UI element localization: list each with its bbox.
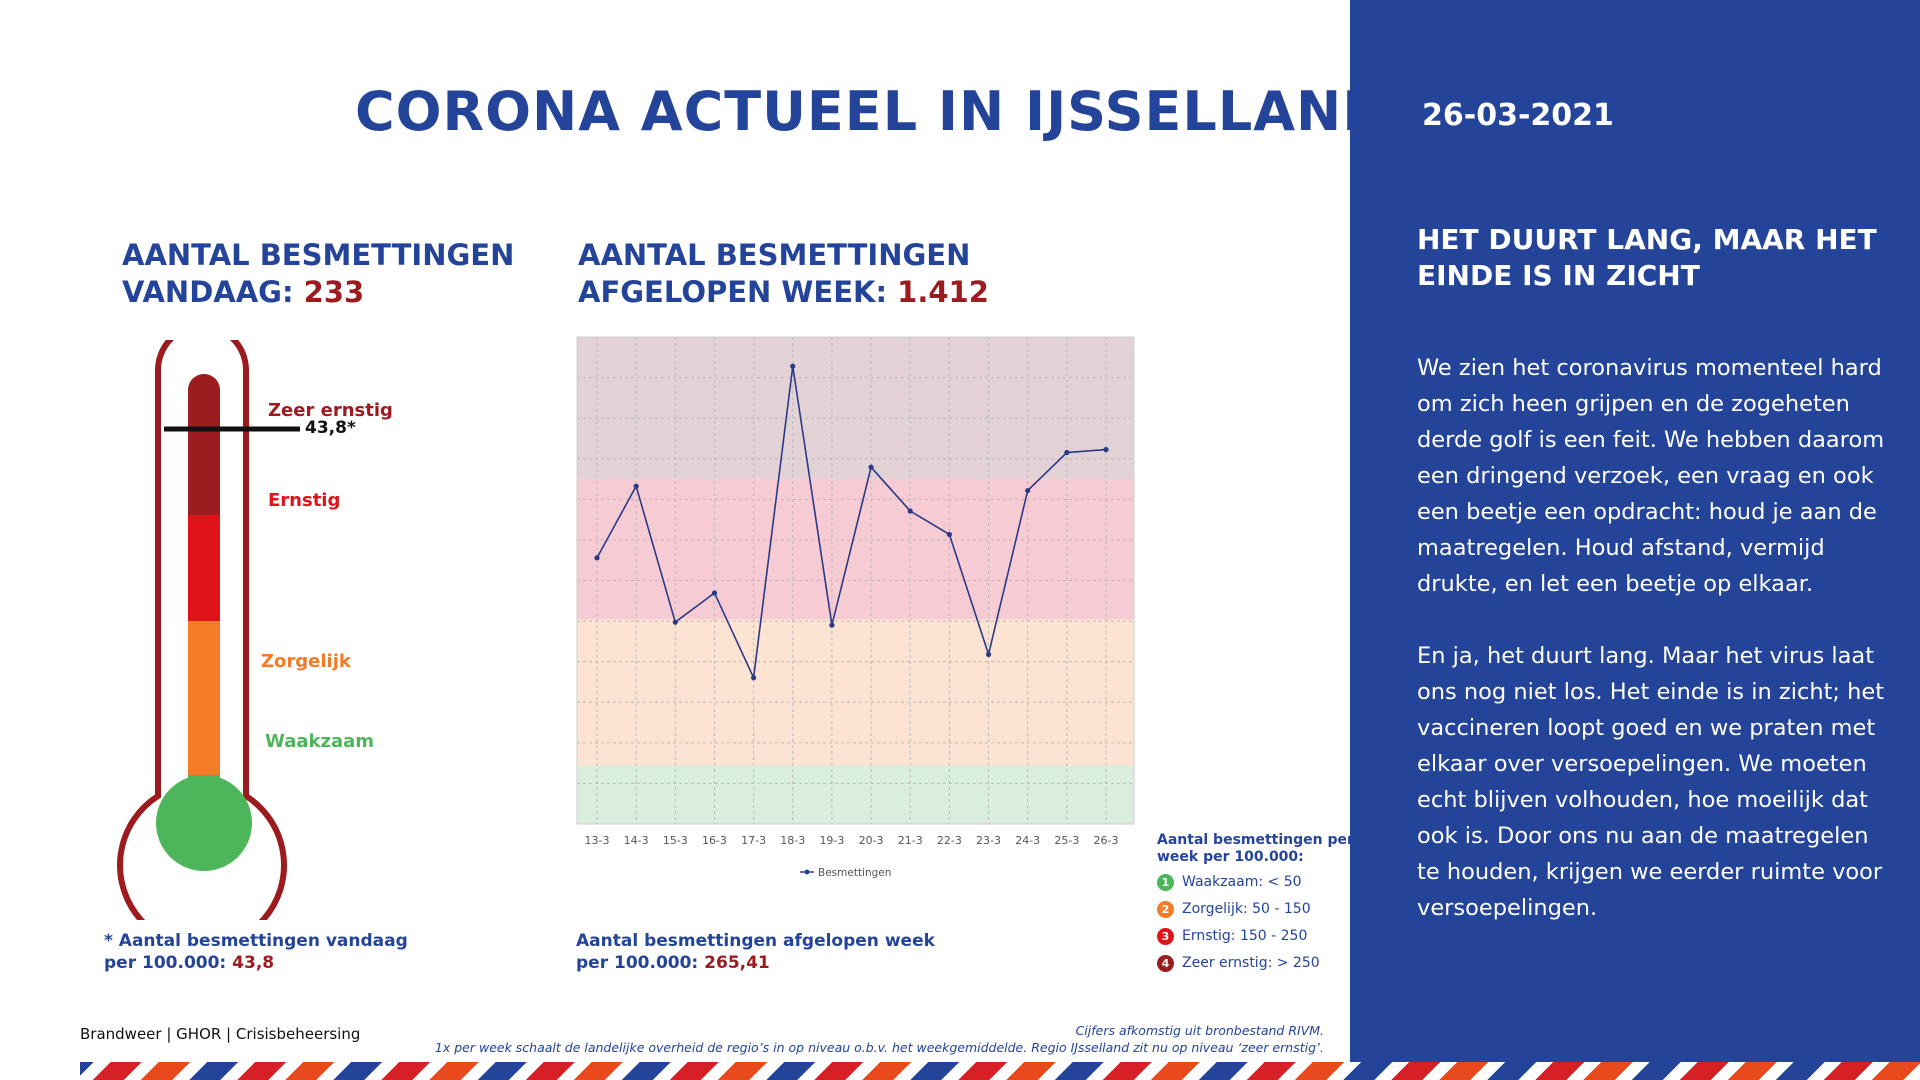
chart-frame bbox=[576, 336, 1135, 825]
thermo-segment-zeer-ernstig bbox=[188, 392, 220, 515]
thermo-segment-zorgelijk bbox=[188, 621, 220, 775]
thermo-label-waakzaam: Waakzaam bbox=[265, 731, 375, 752]
chart-band-1 bbox=[577, 619, 1134, 766]
today-heading-prefix: VANDAAG: bbox=[122, 275, 304, 309]
chart-x-tick-label: 13-3 bbox=[585, 834, 610, 847]
chart-point-20-3 bbox=[868, 464, 874, 470]
today-heading-line2: VANDAAG: 233 bbox=[122, 274, 514, 311]
decorative-stripe bbox=[0, 1062, 1920, 1080]
chart-point-13-3 bbox=[594, 555, 600, 561]
week-heading-line2: AFGELOPEN WEEK: 1.412 bbox=[578, 274, 989, 311]
chart-legend-label: Besmettingen bbox=[818, 867, 891, 879]
side-body: We zien het coronavirus momenteel hard o… bbox=[1417, 350, 1887, 962]
footnote-week-line2: per 100.000: 265,41 bbox=[576, 952, 935, 974]
chart-point-19-3 bbox=[829, 622, 835, 628]
footnote-today-prefix: per 100.000: bbox=[104, 953, 233, 973]
decorative-stripe-mask bbox=[0, 1062, 80, 1080]
chart-x-tick-label: 20-3 bbox=[859, 834, 884, 847]
chart-band-0 bbox=[577, 765, 1134, 824]
week-value: 1.412 bbox=[897, 275, 989, 309]
chart-band-2 bbox=[577, 478, 1134, 620]
side-paragraph-2: En ja, het duurt lang. Maar het virus la… bbox=[1417, 643, 1885, 921]
chart-point-21-3 bbox=[907, 508, 913, 514]
footnote-week: Aantal besmettingen afgelopen week per 1… bbox=[576, 930, 935, 974]
today-heading-line1: AANTAL BESMETTINGEN bbox=[122, 238, 515, 272]
chart-x-tick-label: 15-3 bbox=[663, 834, 688, 847]
footnote-week-line1: Aantal besmettingen afgelopen week bbox=[576, 931, 935, 951]
thermo-marker-value: 43,8* bbox=[305, 418, 356, 438]
level-legend-item-zorgelijk: 2 Zorgelijk: 50 - 150 bbox=[1157, 899, 1311, 919]
side-paragraph-1: We zien het coronavirus momenteel hard o… bbox=[1417, 355, 1885, 597]
chart-point-22-3 bbox=[946, 531, 952, 538]
chart-point-17-3 bbox=[751, 675, 757, 681]
side-panel bbox=[1350, 0, 1920, 1080]
footer-source-line2: 1x per week schaalt de landelijke overhe… bbox=[434, 1040, 1324, 1055]
footnote-today-line1: * Aantal besmettingen vandaag bbox=[104, 931, 408, 951]
chart-series-line-0 bbox=[596, 366, 1107, 681]
footer-source-line1: Cijfers afkomstig uit bronbestand RIVM. bbox=[1075, 1023, 1324, 1038]
chart-x-tick-label: 16-3 bbox=[702, 834, 727, 847]
chart-x-tick-label: 25-3 bbox=[1054, 834, 1079, 847]
week-heading-line1: AANTAL BESMETTINGEN bbox=[578, 238, 971, 272]
thermo-label-zeer-ernstig: Zeer ernstig bbox=[268, 400, 393, 421]
level-3-icon: 3 bbox=[1157, 927, 1174, 945]
today-heading: AANTAL BESMETTINGEN VANDAAG: 233 bbox=[122, 237, 514, 311]
chart-x-tick-label: 24-3 bbox=[1015, 834, 1040, 847]
level-legend-title: Aantal besmettingen per week per 100.000… bbox=[1157, 832, 1354, 866]
footnote-week-value: 265,41 bbox=[704, 953, 770, 973]
footer-organisations: Brandweer | GHOR | Crisisbeheersing bbox=[80, 1025, 361, 1043]
chart-x-tick-label: 23-3 bbox=[976, 834, 1001, 847]
chart-x-tick-label: 21-3 bbox=[898, 834, 923, 847]
level-4-icon: 4 bbox=[1157, 954, 1174, 972]
footnote-today: * Aantal besmettingen vandaag per 100.00… bbox=[104, 930, 408, 974]
level-legend-label: Ernstig: 150 - 250 bbox=[1182, 928, 1308, 944]
chart-x-tick-label: 19-3 bbox=[819, 834, 844, 847]
chart-point-24-3 bbox=[1025, 487, 1031, 494]
footnote-today-value: 43,8 bbox=[232, 953, 275, 973]
level-legend-item-waakzaam: 1 Waakzaam: < 50 bbox=[1157, 872, 1302, 892]
thermometer-outline bbox=[117, 340, 287, 920]
chart-x-tick-label: 14-3 bbox=[624, 834, 649, 847]
level-1-icon: 1 bbox=[1157, 873, 1174, 891]
today-value: 233 bbox=[303, 275, 365, 309]
level-legend-label: Waakzaam: < 50 bbox=[1182, 874, 1302, 890]
week-heading-prefix: AFGELOPEN WEEK: bbox=[578, 275, 898, 309]
chart-point-14-3 bbox=[633, 483, 639, 489]
report-date: 26-03-2021 bbox=[1422, 98, 1614, 133]
chart-point-15-3 bbox=[672, 619, 678, 625]
thermo-segment-ernstig bbox=[188, 515, 220, 621]
thermo-label-ernstig: Ernstig bbox=[268, 490, 341, 511]
week-line-chart: 13-3 14-3 15-3 16-3 17-3 18-3 19-3 20-3 21-3 22-3… bbox=[576, 336, 1135, 879]
chart-x-tick-label: 17-3 bbox=[741, 834, 766, 847]
chart-x-tick-label: 18-3 bbox=[780, 834, 805, 847]
chart-band-3 bbox=[577, 337, 1134, 479]
thermo-bulb bbox=[156, 775, 252, 871]
week-heading: AANTAL BESMETTINGEN AFGELOPEN WEEK: 1.41… bbox=[578, 237, 989, 311]
chart-point-18-3 bbox=[790, 363, 796, 369]
footnote-today-line2: per 100.000: 43,8 bbox=[104, 952, 408, 974]
level-legend-item-ernstig: 3 Ernstig: 150 - 250 bbox=[1157, 926, 1307, 946]
level-2-icon: 2 bbox=[1157, 900, 1174, 918]
thermo-label-zorgelijk: Zorgelijk bbox=[261, 651, 351, 672]
page-title: CORONA ACTUEEL IN IJSSELLAND bbox=[355, 80, 1389, 143]
chart-x-tick-label: 26-3 bbox=[1094, 834, 1119, 847]
chart-point-23-3 bbox=[985, 651, 992, 657]
chart-legend-point-icon bbox=[804, 869, 810, 875]
level-legend-title-line1: Aantal besmettingen per bbox=[1157, 832, 1354, 848]
level-legend-item-zeer-ernstig: 4 Zeer ernstig: > 250 bbox=[1157, 953, 1320, 973]
level-legend-label: Zeer ernstig: > 250 bbox=[1182, 955, 1320, 971]
level-legend-title-line2: week per 100.000: bbox=[1157, 849, 1304, 865]
thermometer-graphic bbox=[117, 340, 300, 920]
side-heading: HET DUURT LANG, MAAR HET EINDE IS IN ZIC… bbox=[1417, 223, 1877, 292]
chart-point-25-3 bbox=[1064, 449, 1070, 456]
footer-source-note: Cijfers afkomstig uit bronbestand RIVM. … bbox=[435, 1022, 1324, 1056]
chart-point-16-3 bbox=[711, 590, 718, 596]
chart-x-tick-label: 22-3 bbox=[937, 834, 962, 847]
footnote-week-prefix: per 100.000: bbox=[576, 953, 705, 973]
chart-point-26-3 bbox=[1103, 447, 1109, 453]
level-legend-label: Zorgelijk: 50 - 150 bbox=[1182, 901, 1311, 917]
